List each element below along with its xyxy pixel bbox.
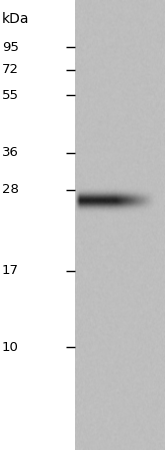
Text: 55: 55 [2, 89, 19, 102]
Text: 10: 10 [2, 341, 18, 354]
Text: 36: 36 [2, 147, 18, 159]
Text: 95: 95 [2, 41, 18, 54]
Text: 17: 17 [2, 265, 19, 277]
Text: 72: 72 [2, 63, 19, 76]
Bar [75, 0, 165, 450]
Text: kDa: kDa [2, 12, 29, 26]
Text: 28: 28 [2, 184, 18, 196]
